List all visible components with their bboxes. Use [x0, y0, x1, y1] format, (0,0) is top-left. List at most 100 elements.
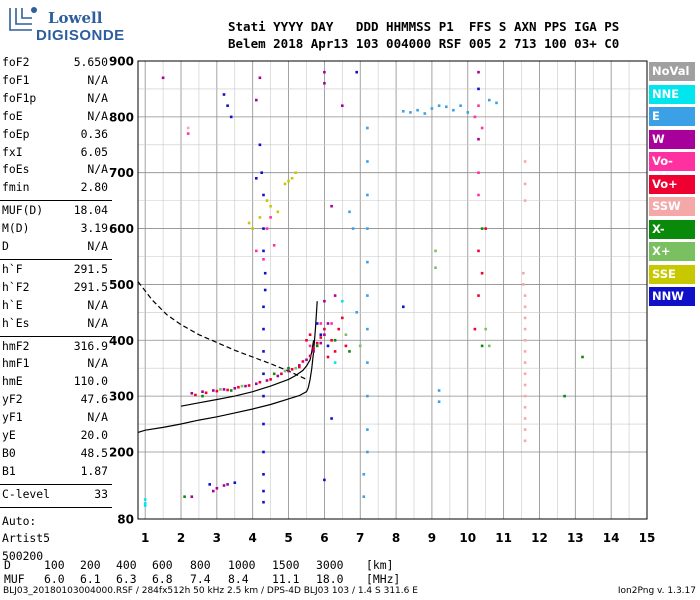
echo-point [143, 502, 147, 505]
echo-point [319, 341, 323, 345]
param-key: hmF2 [2, 338, 30, 353]
echo-point [477, 137, 480, 141]
y-tick-label: 700 [109, 166, 134, 180]
echo-point [480, 271, 484, 275]
echo-point [563, 394, 566, 398]
echo-point [477, 193, 480, 197]
echo-point [366, 294, 369, 297]
param-row: h`F 291.5 [2, 262, 110, 280]
muf-cell: MUF [4, 572, 25, 586]
echo-point [473, 115, 477, 119]
echo-point [222, 484, 226, 487]
echo-point [262, 249, 265, 253]
echo-point [522, 283, 525, 286]
echo-point [333, 339, 337, 342]
x-tick-label: 10 [459, 531, 476, 545]
echo-point [143, 498, 147, 501]
echo-point [445, 105, 448, 109]
param-value: 2.80 [80, 180, 108, 195]
echo-point [301, 360, 305, 363]
echo-point [323, 70, 326, 74]
param-value: 20.0 [80, 428, 108, 442]
echo-point [262, 350, 265, 353]
echo-point [323, 478, 326, 482]
echo-point [262, 422, 265, 426]
x-tick-label: 7 [356, 531, 364, 545]
echo-point [366, 327, 369, 331]
muf-cell: 6.1 [80, 572, 101, 586]
muf-cell: [km] [366, 558, 394, 572]
param-row: fxI 6.05 [2, 145, 110, 163]
y-tick-label: 300 [109, 390, 134, 404]
param-row: D N/A [2, 239, 110, 257]
param-separator [0, 258, 112, 260]
param-row: hmF1 N/A [2, 356, 110, 374]
echo-point [290, 368, 294, 371]
legend-item: Vo- [649, 152, 695, 171]
param-row: yF2 47.6 [2, 392, 110, 410]
param-value: N/A [87, 108, 108, 123]
param-row: h`Es N/A [2, 316, 110, 334]
echo-point [287, 369, 290, 373]
echo-point [247, 384, 251, 387]
echo-point [473, 327, 477, 331]
echo-point [237, 385, 240, 389]
echo-point [523, 439, 527, 443]
echo-point [143, 504, 147, 507]
echo-point [484, 227, 487, 230]
echo-point [276, 374, 280, 378]
param-key: foEs [2, 162, 30, 177]
echo-point [437, 400, 441, 403]
autoscaling-info: 500200 [2, 548, 44, 563]
muf-cell: 11.1 [272, 572, 300, 586]
echo-point [265, 199, 269, 202]
echo-point [222, 93, 226, 96]
echo-point [233, 387, 237, 390]
param-separator [0, 483, 112, 485]
echo-point [262, 372, 265, 376]
echo-point [366, 227, 369, 230]
muf-cell: 6.0 [44, 572, 65, 586]
echo-point [283, 369, 287, 373]
echo-point [402, 305, 405, 309]
echo-point [308, 354, 312, 358]
y-tick-label: 400 [109, 334, 134, 348]
param-key: D [2, 239, 9, 253]
param-value: N/A [87, 239, 108, 253]
echo-point [333, 294, 337, 297]
param-key: yE [2, 428, 16, 442]
echo-point [355, 70, 358, 74]
echo-point [294, 171, 297, 174]
x-tick-label: 12 [531, 531, 548, 545]
lowell-logo-icon [9, 7, 37, 31]
echo-point [255, 177, 258, 180]
echo-point [434, 249, 437, 253]
echo-point [204, 391, 208, 395]
echo-point [262, 258, 265, 261]
footer-file-info: BLJ03_20180103004000.RSF / 284fx512h 50 … [3, 586, 418, 596]
param-row: h`F2 291.5 [2, 280, 110, 298]
param-separator [0, 506, 112, 508]
echo-point [294, 366, 297, 370]
echo-point [186, 132, 190, 135]
param-row: foEs N/A [2, 162, 110, 180]
param-row: M(D) 3.19 [2, 221, 110, 239]
echo-point [523, 417, 527, 420]
echo-point [477, 294, 480, 297]
echo-point [326, 355, 330, 359]
echo-point [362, 495, 366, 498]
echo-point [262, 489, 265, 493]
echo-point [262, 473, 265, 476]
echo-point [323, 82, 326, 85]
echo-point [326, 344, 330, 348]
echo-point [323, 299, 326, 303]
legend-item: NNW [649, 287, 695, 306]
echo-point [495, 101, 498, 105]
param-value: N/A [87, 315, 108, 330]
echo-point [330, 322, 333, 325]
param-value: 291.5 [73, 261, 108, 276]
param-value: N/A [87, 72, 108, 87]
echo-point [326, 322, 330, 325]
echo-point [229, 115, 233, 119]
